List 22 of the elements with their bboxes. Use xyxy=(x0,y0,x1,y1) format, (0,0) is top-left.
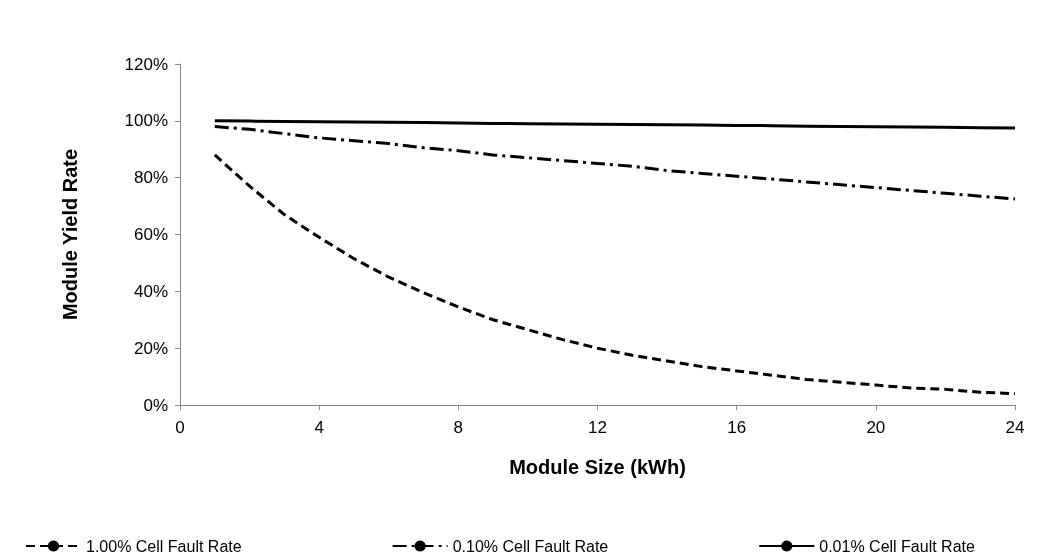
x-axis-title: Module Size (kWh) xyxy=(509,456,686,478)
x-tick-label: 24 xyxy=(1005,418,1025,437)
y-tick-label: 100% xyxy=(124,111,168,131)
y-tick-label: 60% xyxy=(133,225,168,244)
x-tick-label: 0 xyxy=(175,418,185,437)
y-tick-label: 0% xyxy=(143,395,168,415)
x-tick-label: 16 xyxy=(727,418,747,437)
x-tick-label: 12 xyxy=(588,418,607,437)
legend-label: 1.00% Cell Fault Rate xyxy=(86,537,242,555)
y-tick-label: 20% xyxy=(133,338,168,358)
legend-label: 0.10% Cell Fault Rate xyxy=(452,537,609,555)
line-series xyxy=(213,153,1017,396)
y-axis-title: Module Yield Rate xyxy=(59,148,81,321)
x-tick-label: 8 xyxy=(453,418,464,437)
x-tick-label: 4 xyxy=(314,418,324,437)
y-tick-label: 80% xyxy=(133,168,168,188)
legend-label: 0.01% Cell Fault Rate xyxy=(819,537,975,555)
y-tick-label: 40% xyxy=(133,281,168,301)
line-series xyxy=(213,119,1017,130)
x-tick-label: 20 xyxy=(866,418,886,437)
y-tick-label: 120% xyxy=(124,54,168,74)
line-series xyxy=(213,125,1017,201)
